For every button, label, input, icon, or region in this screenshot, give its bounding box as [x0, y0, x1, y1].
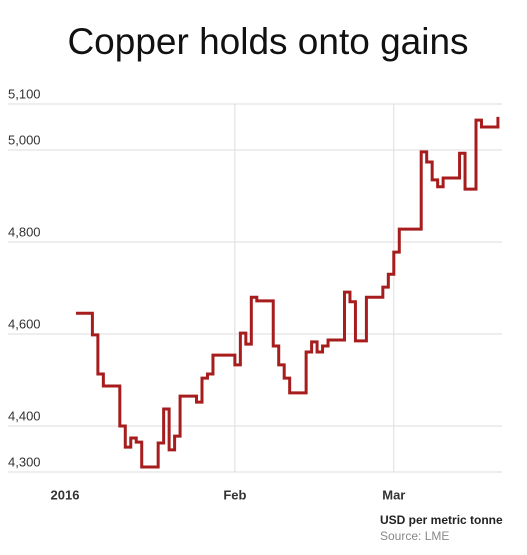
y-tick-label: 4,300 — [8, 454, 41, 469]
x-tick-label: Feb — [223, 487, 246, 502]
source-note: Source: LME — [380, 529, 449, 543]
y-tick-label: 4,800 — [8, 224, 41, 239]
y-tick-label: 5,000 — [8, 132, 41, 147]
unit-note: USD per metric tonne — [380, 513, 503, 527]
y-tick-label: 5,100 — [8, 86, 41, 101]
chart-title: Copper holds onto gains — [67, 21, 468, 62]
x-tick-label: 2016 — [51, 487, 80, 502]
y-tick-label: 4,400 — [8, 408, 41, 423]
x-tick-label: Mar — [382, 487, 405, 502]
y-tick-label: 4,600 — [8, 316, 41, 331]
price-line — [75, 116, 500, 469]
